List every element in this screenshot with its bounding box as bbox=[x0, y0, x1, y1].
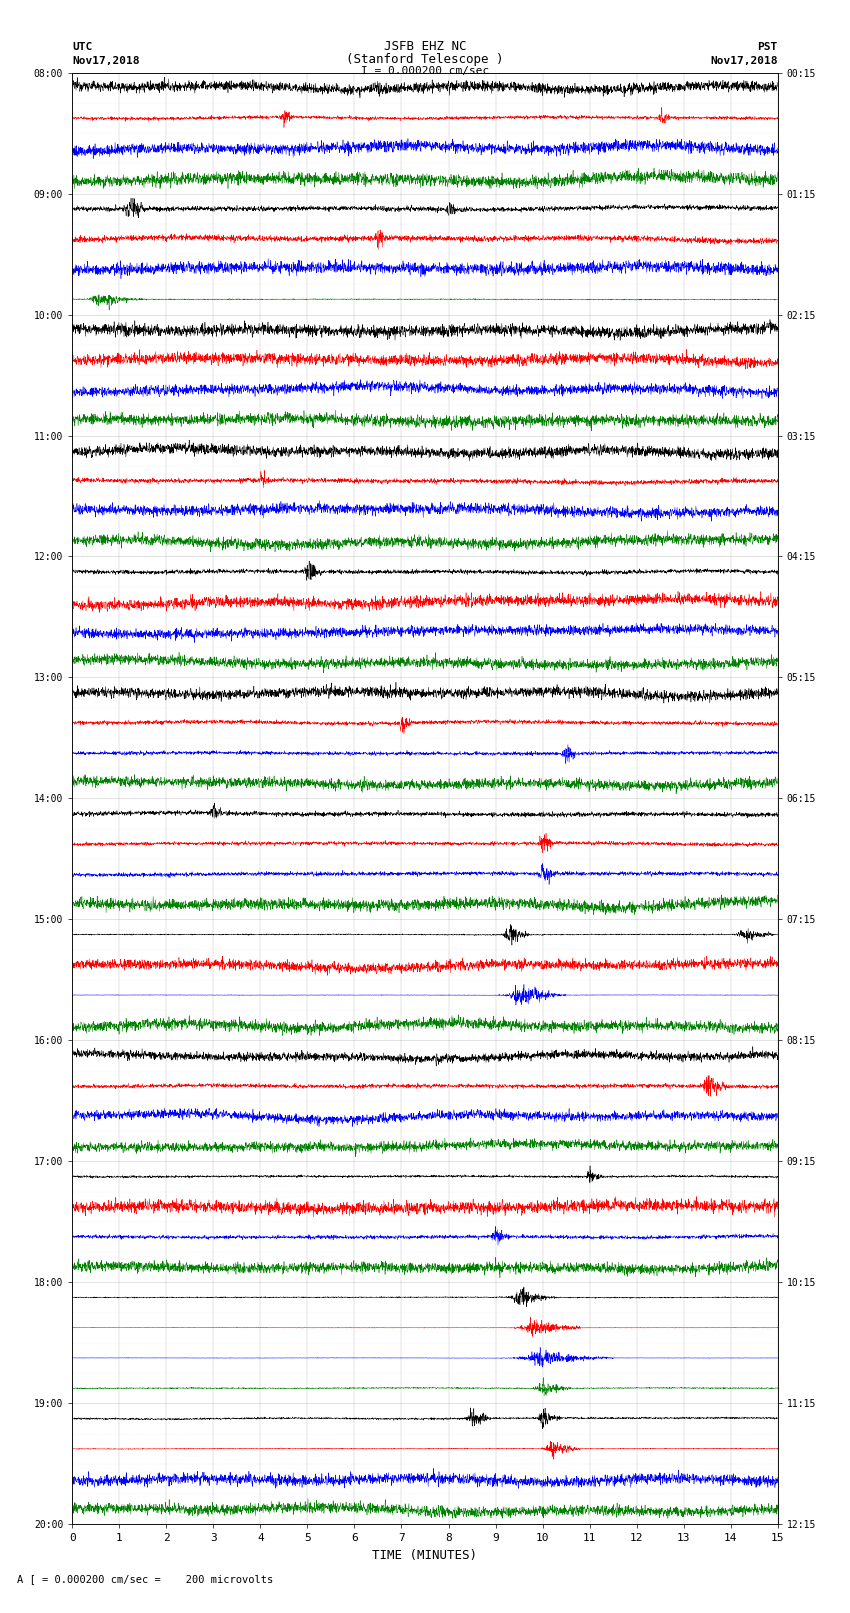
Text: UTC: UTC bbox=[72, 42, 93, 52]
Text: Nov17,2018: Nov17,2018 bbox=[72, 56, 139, 66]
Text: (Stanford Telescope ): (Stanford Telescope ) bbox=[346, 53, 504, 66]
Text: Nov17,2018: Nov17,2018 bbox=[711, 56, 778, 66]
Text: I = 0.000200 cm/sec: I = 0.000200 cm/sec bbox=[361, 66, 489, 76]
Text: JSFB EHZ NC: JSFB EHZ NC bbox=[383, 40, 467, 53]
Text: PST: PST bbox=[757, 42, 778, 52]
X-axis label: TIME (MINUTES): TIME (MINUTES) bbox=[372, 1548, 478, 1561]
Text: A [ = 0.000200 cm/sec =    200 microvolts: A [ = 0.000200 cm/sec = 200 microvolts bbox=[17, 1574, 273, 1584]
